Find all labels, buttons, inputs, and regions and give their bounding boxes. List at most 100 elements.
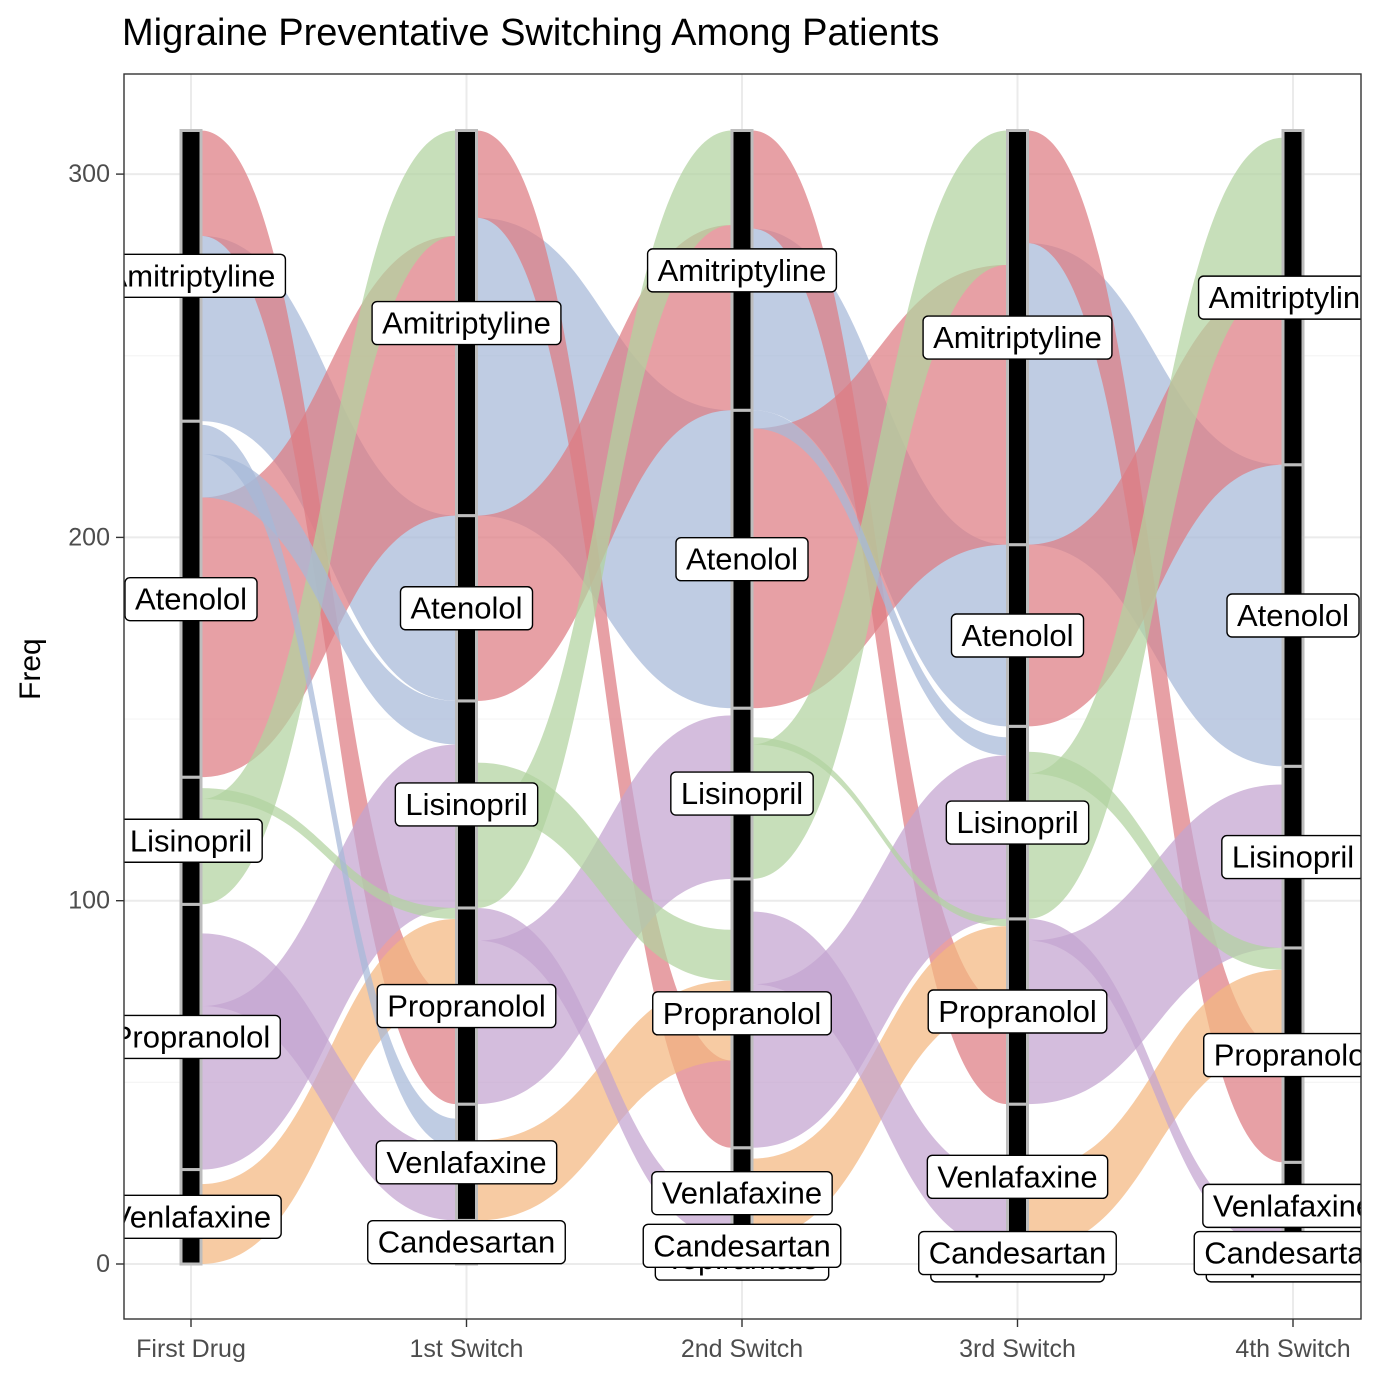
y-tick-label-200: 200 — [68, 523, 110, 551]
stratum-label-text: Atenolol — [961, 618, 1073, 653]
stratum-label-1st-switch-atenolol: Atenolol — [399, 586, 534, 631]
stratum-label-box — [399, 586, 534, 631]
flow-4-amitriptyline-to-propranolol — [1027, 130, 1283, 1163]
stratum-label-box — [918, 1230, 1117, 1276]
stratum-label-box — [367, 1220, 566, 1265]
stratum-label-box — [675, 536, 809, 582]
stratum-label-4th-switch-lisinopril: Lisinopril — [1221, 834, 1361, 880]
stratum-label-2nd-switch-propranolol: Propranolol — [652, 991, 832, 1036]
stratum-label-text: Propranolol — [663, 996, 822, 1031]
stratum-label-text: Venlafaxine — [1213, 1188, 1373, 1223]
stratum-label-box — [926, 1154, 1109, 1200]
stratum-label-box — [124, 1194, 282, 1239]
stratum-label-text: Venlafaxine — [386, 1145, 546, 1180]
flow-2-lisinopril-to-amitriptyline — [476, 130, 732, 908]
x-tick-label-2nd-switch: 2nd Switch — [681, 1335, 803, 1363]
stratum-label-4th-switch-atenolol: Atenolol — [1226, 593, 1360, 638]
stratum-label-box — [371, 300, 562, 346]
stratum-label-text: Propranolol — [938, 994, 1097, 1029]
stratum-label-box — [124, 253, 287, 299]
stratum-label-box — [124, 576, 258, 622]
y-tick-label-0: 0 — [96, 1250, 110, 1278]
stratum-label-box — [1203, 1032, 1361, 1078]
x-tick-label-first-drug: First Drug — [136, 1335, 246, 1363]
stratum-label-text: Candesartan — [653, 1228, 831, 1263]
stratum-label-first-drug-atenolol: Atenolol — [124, 576, 258, 622]
stratum-label-1st-switch-amitriptyline: Amitriptyline — [371, 300, 562, 346]
stratum-label-first-drug-lisinopril: Lisinopril — [124, 818, 263, 863]
stratum-label-1st-switch-lisinopril: Lisinopril — [394, 782, 539, 827]
stratum-label-box — [1221, 834, 1361, 880]
stratum-label-text: Lisinopril — [405, 787, 527, 822]
stratum-label-box — [945, 800, 1090, 845]
stratum-label-text: Atenolol — [135, 582, 247, 617]
flow-1-atenolol-to-venlafaxine — [201, 424, 457, 1148]
stratum-label-text: Amitriptyline — [382, 306, 551, 341]
stratum-label-2nd-switch-venlafaxine: Venlafaxine — [651, 1170, 833, 1216]
flow-4-propranolol-to-venlafaxine — [1027, 918, 1283, 1250]
flow-2-amitriptyline-to-propranolol — [476, 130, 732, 1148]
stratum-label-box — [394, 782, 539, 827]
stratum-label-text: Propranolol — [112, 1019, 271, 1054]
stratum-label-first-drug-venlafaxine: Venlafaxine — [111, 1194, 282, 1239]
stratum-label-text: Candesartan — [1204, 1236, 1380, 1271]
stratum-label-3rd-switch-amitriptyline: Amitriptyline — [922, 315, 1113, 360]
flow-3-amitriptyline-to-propranolol — [752, 130, 1008, 1105]
stratum-label-box — [646, 248, 838, 293]
stratum-label-3rd-switch-propranolol: Propranolol — [927, 989, 1108, 1034]
flow-2-propranolol-to-venlafaxine — [476, 907, 732, 1239]
stratum-label-4th-switch-amitriptyline: Amitriptyline — [1197, 275, 1378, 320]
flow-2-atenolol-to-amitriptyline — [476, 224, 732, 701]
stratum-label-box — [124, 818, 263, 863]
stratum-label-text: Candesartan — [378, 1225, 556, 1260]
stratum-label-text: Amitriptyline — [933, 320, 1102, 355]
stratum-label-2nd-switch-atenolol: Atenolol — [675, 536, 809, 582]
flow-1-lisinopril-to-propranolol — [201, 788, 457, 919]
stratum-label-box — [950, 613, 1085, 658]
stratum-label-text: Lisinopril — [956, 805, 1078, 840]
stratum-label-text: Amitriptyline — [658, 253, 827, 288]
stratum-label-text: Venlafaxine — [111, 1199, 271, 1234]
stratum-label-box — [124, 1014, 281, 1060]
flow-2-lisinopril-to-propranolol — [476, 762, 732, 981]
flow-1-atenolol-to-lisinopril — [201, 453, 457, 745]
stratum-label-3rd-switch-atenolol: Atenolol — [950, 613, 1085, 658]
stratum-label-4th-switch-candesartan: Candesartan — [1193, 1230, 1380, 1276]
stratum-label-3rd-switch-venlafaxine: Venlafaxine — [926, 1154, 1109, 1200]
stratum-label-text: Atenolol — [410, 591, 522, 626]
stratum-label-box — [922, 315, 1113, 360]
stratum-label-3rd-switch-candesartan: Candesartan — [918, 1230, 1117, 1276]
x-tick-label-3rd-switch: 3rd Switch — [959, 1335, 1076, 1363]
stratum-label-1st-switch-propranolol: Propranolol — [376, 983, 557, 1029]
flow-1-lisinopril-to-amitriptyline — [201, 130, 457, 905]
stratum-label-box — [670, 771, 814, 816]
stratum-label-box — [376, 983, 557, 1029]
stratum-label-box — [651, 1170, 833, 1216]
stratum-label-2nd-switch-lisinopril: Lisinopril — [670, 771, 814, 816]
stratum-label-4th-switch-venlafaxine: Venlafaxine — [1202, 1183, 1373, 1229]
stratum-label-text: Venlafaxine — [662, 1176, 822, 1211]
stratum-label-4th-switch-propranolol: Propranolol — [1203, 1032, 1373, 1078]
stratum-label-2nd-switch-amitriptyline: Amitriptyline — [646, 248, 838, 293]
y-tick-label-300: 300 — [68, 160, 110, 188]
stratum-label-text: Propranolol — [1214, 1038, 1373, 1073]
stratum-label-box — [1197, 275, 1361, 320]
stratum-label-text: Lisinopril — [681, 776, 803, 811]
stratum-label-1st-switch-candesartan: Candesartan — [367, 1220, 566, 1265]
stratum-label-text: Propranolol — [387, 989, 546, 1024]
flow-3-propranolol-to-lisinopril — [752, 755, 1008, 1148]
stratum-label-box — [1193, 1230, 1361, 1276]
flow-3-lisinopril-to-propranolol — [752, 737, 1008, 927]
stratum-label-text: Candesartan — [929, 1236, 1107, 1271]
stratum-label-3rd-switch-lisinopril: Lisinopril — [945, 800, 1090, 845]
x-tick-label-4th-switch: 4th Switch — [1235, 1335, 1350, 1363]
flow-4-lisinopril-to-amitriptyline — [1027, 137, 1283, 919]
stratum-label-box — [642, 1223, 842, 1269]
stratum-label-text: Amitriptyline — [1209, 280, 1378, 315]
stratum-label-text: Lisinopril — [1232, 840, 1354, 875]
stratum-label-text: Venlafaxine — [937, 1159, 1097, 1194]
axes: 0 100 200 300 First Drug 1st Switch 2nd Switch… — [68, 160, 1350, 1363]
flow-3-atenolol-to-lisinopril — [752, 410, 1008, 756]
flow-1-propranolol-to-lisinopril — [201, 744, 457, 1170]
